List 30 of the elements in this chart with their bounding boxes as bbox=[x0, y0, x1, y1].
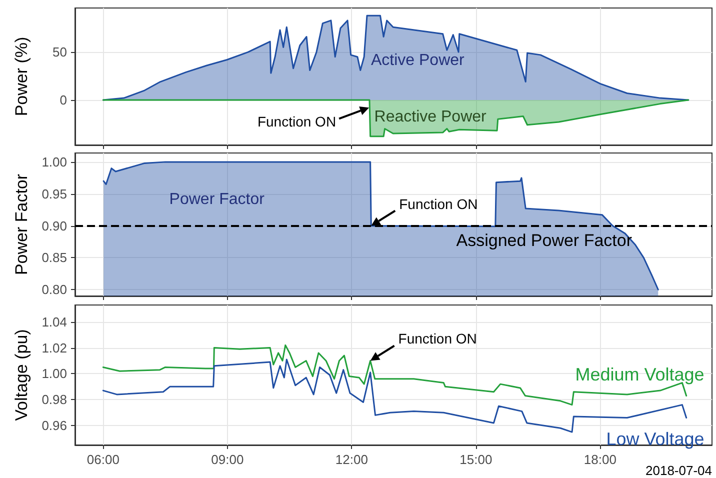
annotation: Function ON bbox=[398, 330, 477, 347]
y-tick-label: 1.00 bbox=[42, 154, 67, 170]
y-tick-label: 0.96 bbox=[42, 418, 67, 434]
y-tick-label: 1.04 bbox=[42, 314, 67, 330]
series-label: Power Factor bbox=[169, 190, 266, 208]
x-tick-label: 09:00 bbox=[211, 452, 244, 467]
y-axis-title: Voltage (pu) bbox=[12, 329, 31, 421]
y-tick-label: 1.02 bbox=[42, 340, 67, 356]
x-tick-label: 18:00 bbox=[584, 452, 616, 467]
series-label: Low Voltage bbox=[606, 428, 704, 449]
y-tick-label: 50 bbox=[52, 44, 67, 60]
x-tick-label: 06:00 bbox=[86, 452, 120, 467]
x-tick-label: 15:00 bbox=[460, 452, 492, 467]
ref-line-label: Assigned Power Factor bbox=[456, 230, 632, 250]
y-tick-label: 0.80 bbox=[42, 282, 67, 298]
y-tick-label: 0.95 bbox=[42, 186, 67, 202]
series-label: Active Power bbox=[370, 52, 466, 69]
text: 2018-07-04 bbox=[646, 463, 712, 478]
series-label: Reactive Power bbox=[374, 108, 488, 126]
annotation: Function ON bbox=[257, 114, 336, 130]
y-tick-label: 1.00 bbox=[42, 366, 67, 382]
y-axis-title: Power (%) bbox=[12, 36, 31, 116]
y-tick-label: 0.90 bbox=[42, 218, 67, 234]
y-tick-label: 0.98 bbox=[42, 392, 67, 408]
y-axis-title: Power Factor bbox=[12, 174, 31, 276]
annotation: Function ON bbox=[399, 196, 478, 212]
series-label: Medium Voltage bbox=[575, 364, 704, 385]
y-tick-label: 0 bbox=[60, 92, 67, 108]
y-tick-label: 0.85 bbox=[42, 250, 67, 266]
x-tick-label: 12:00 bbox=[335, 452, 368, 467]
